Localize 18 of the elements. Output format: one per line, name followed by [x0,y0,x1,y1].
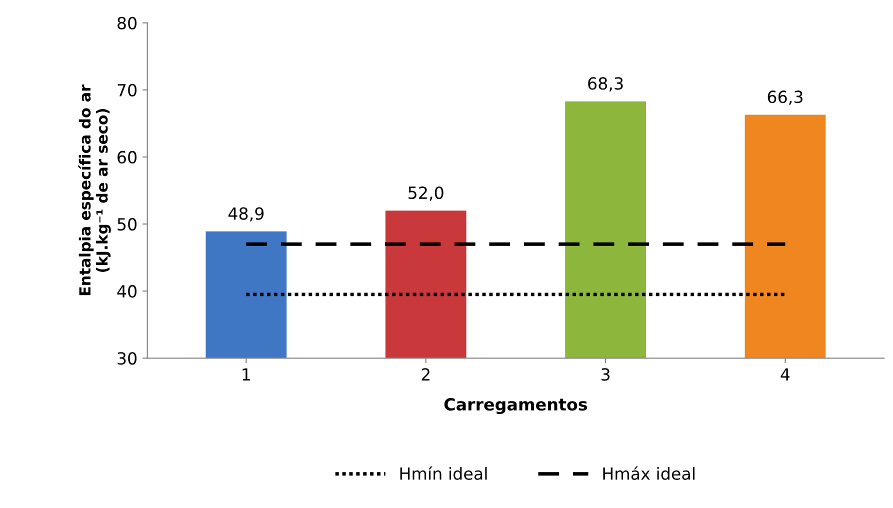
y-axis-title: Entalpia específica do ar (kJ.kg⁻¹ de ar seco) [78,84,111,296]
y-tick-label: 50 [118,218,137,231]
y-tick-label: 80 [118,16,137,30]
x-tick-label: 2 [422,368,430,381]
legend-label: Hmáx ideal [603,466,694,480]
x-axis-title: Carregamentos [444,398,588,414]
y-tick-label: 70 [118,84,137,96]
x-tick-label: 3 [602,368,610,381]
data-label: 48,9 [228,207,264,222]
y-tick-label: 60 [118,150,137,164]
data-label: 68,3 [588,77,623,92]
x-tick-label: 1 [242,368,250,381]
data-label: 52,0 [408,186,444,201]
data-label: 66,3 [768,90,802,105]
x-tick-label: 4 [780,368,790,381]
y-tick-label: 30 [118,352,137,365]
y-tick-label: 40 [117,285,137,298]
legend-label: Hmín ideal [400,466,487,480]
